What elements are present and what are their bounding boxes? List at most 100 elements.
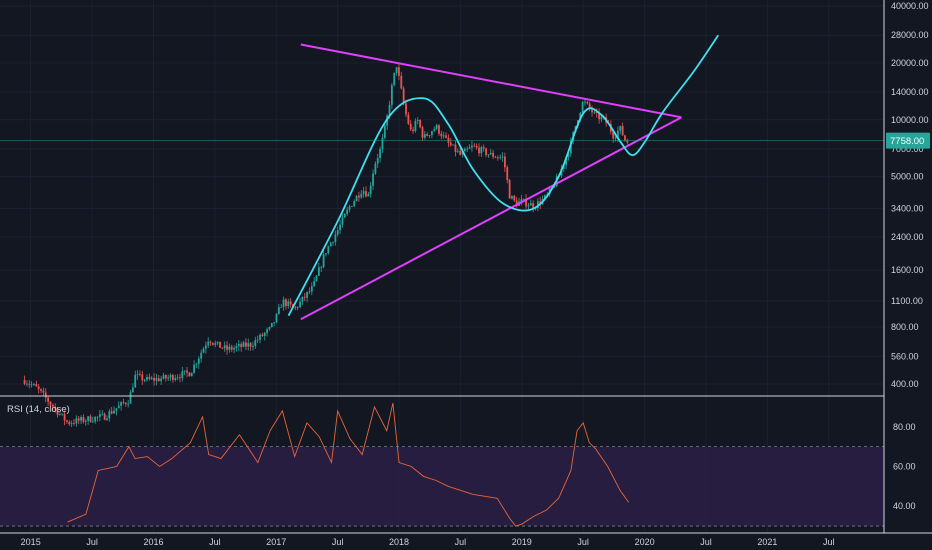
candle-body	[141, 374, 144, 381]
candle-body	[106, 418, 108, 420]
candle-body	[249, 343, 252, 347]
candle-body	[214, 343, 217, 345]
candle-body	[190, 372, 193, 377]
y-tick-label: 3400.00	[891, 203, 924, 213]
candle-body	[240, 344, 243, 347]
candle-body	[409, 123, 412, 130]
candle-body	[101, 413, 104, 415]
candle-body	[223, 345, 226, 348]
candle-body	[452, 144, 455, 146]
x-tick-label: Jul	[332, 537, 344, 547]
candle-body	[171, 375, 174, 381]
candle-body	[148, 377, 151, 379]
candle-body	[287, 301, 290, 307]
candle-body	[303, 296, 306, 298]
candle-body	[343, 213, 346, 218]
projection-curve	[287, 34, 719, 317]
candle-body	[431, 131, 433, 136]
candle-body	[400, 75, 403, 89]
candle-body	[367, 193, 370, 197]
candle-body	[423, 134, 426, 138]
triangle-lower-line	[300, 116, 682, 321]
candle-body	[595, 111, 598, 113]
candle-body	[353, 201, 356, 207]
candle-body	[212, 342, 214, 345]
x-tick-label: Jul	[209, 537, 221, 547]
candle-body	[30, 384, 33, 386]
candle-body	[414, 120, 417, 132]
candle-body	[233, 347, 236, 350]
candle-body	[49, 401, 52, 405]
candle-body	[150, 377, 153, 379]
candle-body	[624, 135, 626, 141]
candle-body	[261, 334, 264, 336]
candle-body	[588, 103, 591, 109]
candle-body	[282, 299, 285, 308]
candle-body	[221, 347, 224, 349]
candle-body	[162, 375, 165, 379]
y-tick-label: 10000.00	[891, 115, 929, 125]
candle-body	[379, 149, 382, 159]
candle-body	[66, 420, 68, 422]
candle-body	[355, 195, 358, 202]
candle-body	[426, 134, 429, 136]
price-axis-panel[interactable]	[884, 0, 932, 550]
candle-body	[461, 151, 464, 155]
candle-body	[376, 158, 379, 164]
candle-body	[482, 147, 485, 149]
y-tick-label: 560.00	[891, 351, 919, 361]
candle-body	[110, 411, 113, 414]
candle-body	[226, 345, 228, 350]
x-tick-label: 2016	[143, 537, 163, 547]
candle-body	[419, 120, 422, 128]
y-tick-label: 1600.00	[891, 265, 924, 275]
x-tick-label: Jul	[823, 537, 835, 547]
candle-body	[553, 186, 556, 187]
candle-body	[388, 104, 391, 116]
candle-body	[515, 200, 518, 206]
y-tick-label: 20000.00	[891, 58, 929, 68]
candle-body	[395, 67, 398, 73]
candle-body	[273, 322, 276, 324]
candle-body	[219, 341, 221, 348]
candle-body	[449, 142, 452, 146]
candle-body	[529, 203, 532, 206]
candle-body	[435, 125, 438, 129]
candle-body	[277, 307, 280, 314]
candle-body	[230, 346, 233, 350]
y-tick-label: 5000.00	[891, 172, 924, 182]
candle-body	[37, 386, 40, 389]
candle-body	[68, 421, 71, 424]
candle-body	[117, 405, 120, 409]
candle-body	[188, 372, 191, 377]
candle-body	[146, 377, 148, 380]
candle-body	[390, 85, 393, 105]
candle-body	[91, 421, 94, 423]
candle-body	[84, 420, 87, 422]
candle-body	[487, 154, 490, 156]
x-tick-label: Jul	[577, 537, 589, 547]
candle-body	[317, 267, 320, 276]
candle-body	[176, 377, 179, 379]
candle-body	[346, 209, 349, 214]
candle-body	[127, 403, 130, 405]
x-tick-label: 2019	[512, 537, 532, 547]
candle-body	[456, 150, 459, 152]
rsi-pane-title: RSI (14, close)	[7, 404, 70, 415]
candle-body	[494, 156, 497, 158]
candle-body	[591, 108, 593, 113]
candle-body	[579, 113, 582, 121]
candle-body	[96, 416, 99, 418]
candle-body	[520, 199, 523, 202]
candle-body	[252, 346, 254, 347]
candle-body	[334, 234, 337, 242]
candle-body	[511, 195, 513, 199]
candle-body	[115, 408, 118, 411]
x-tick-label: 2020	[635, 537, 655, 547]
candle-body	[310, 286, 313, 292]
candle-body	[120, 402, 122, 406]
x-tick-label: 2017	[266, 537, 286, 547]
candle-body	[193, 364, 195, 373]
candle-body	[299, 301, 301, 308]
